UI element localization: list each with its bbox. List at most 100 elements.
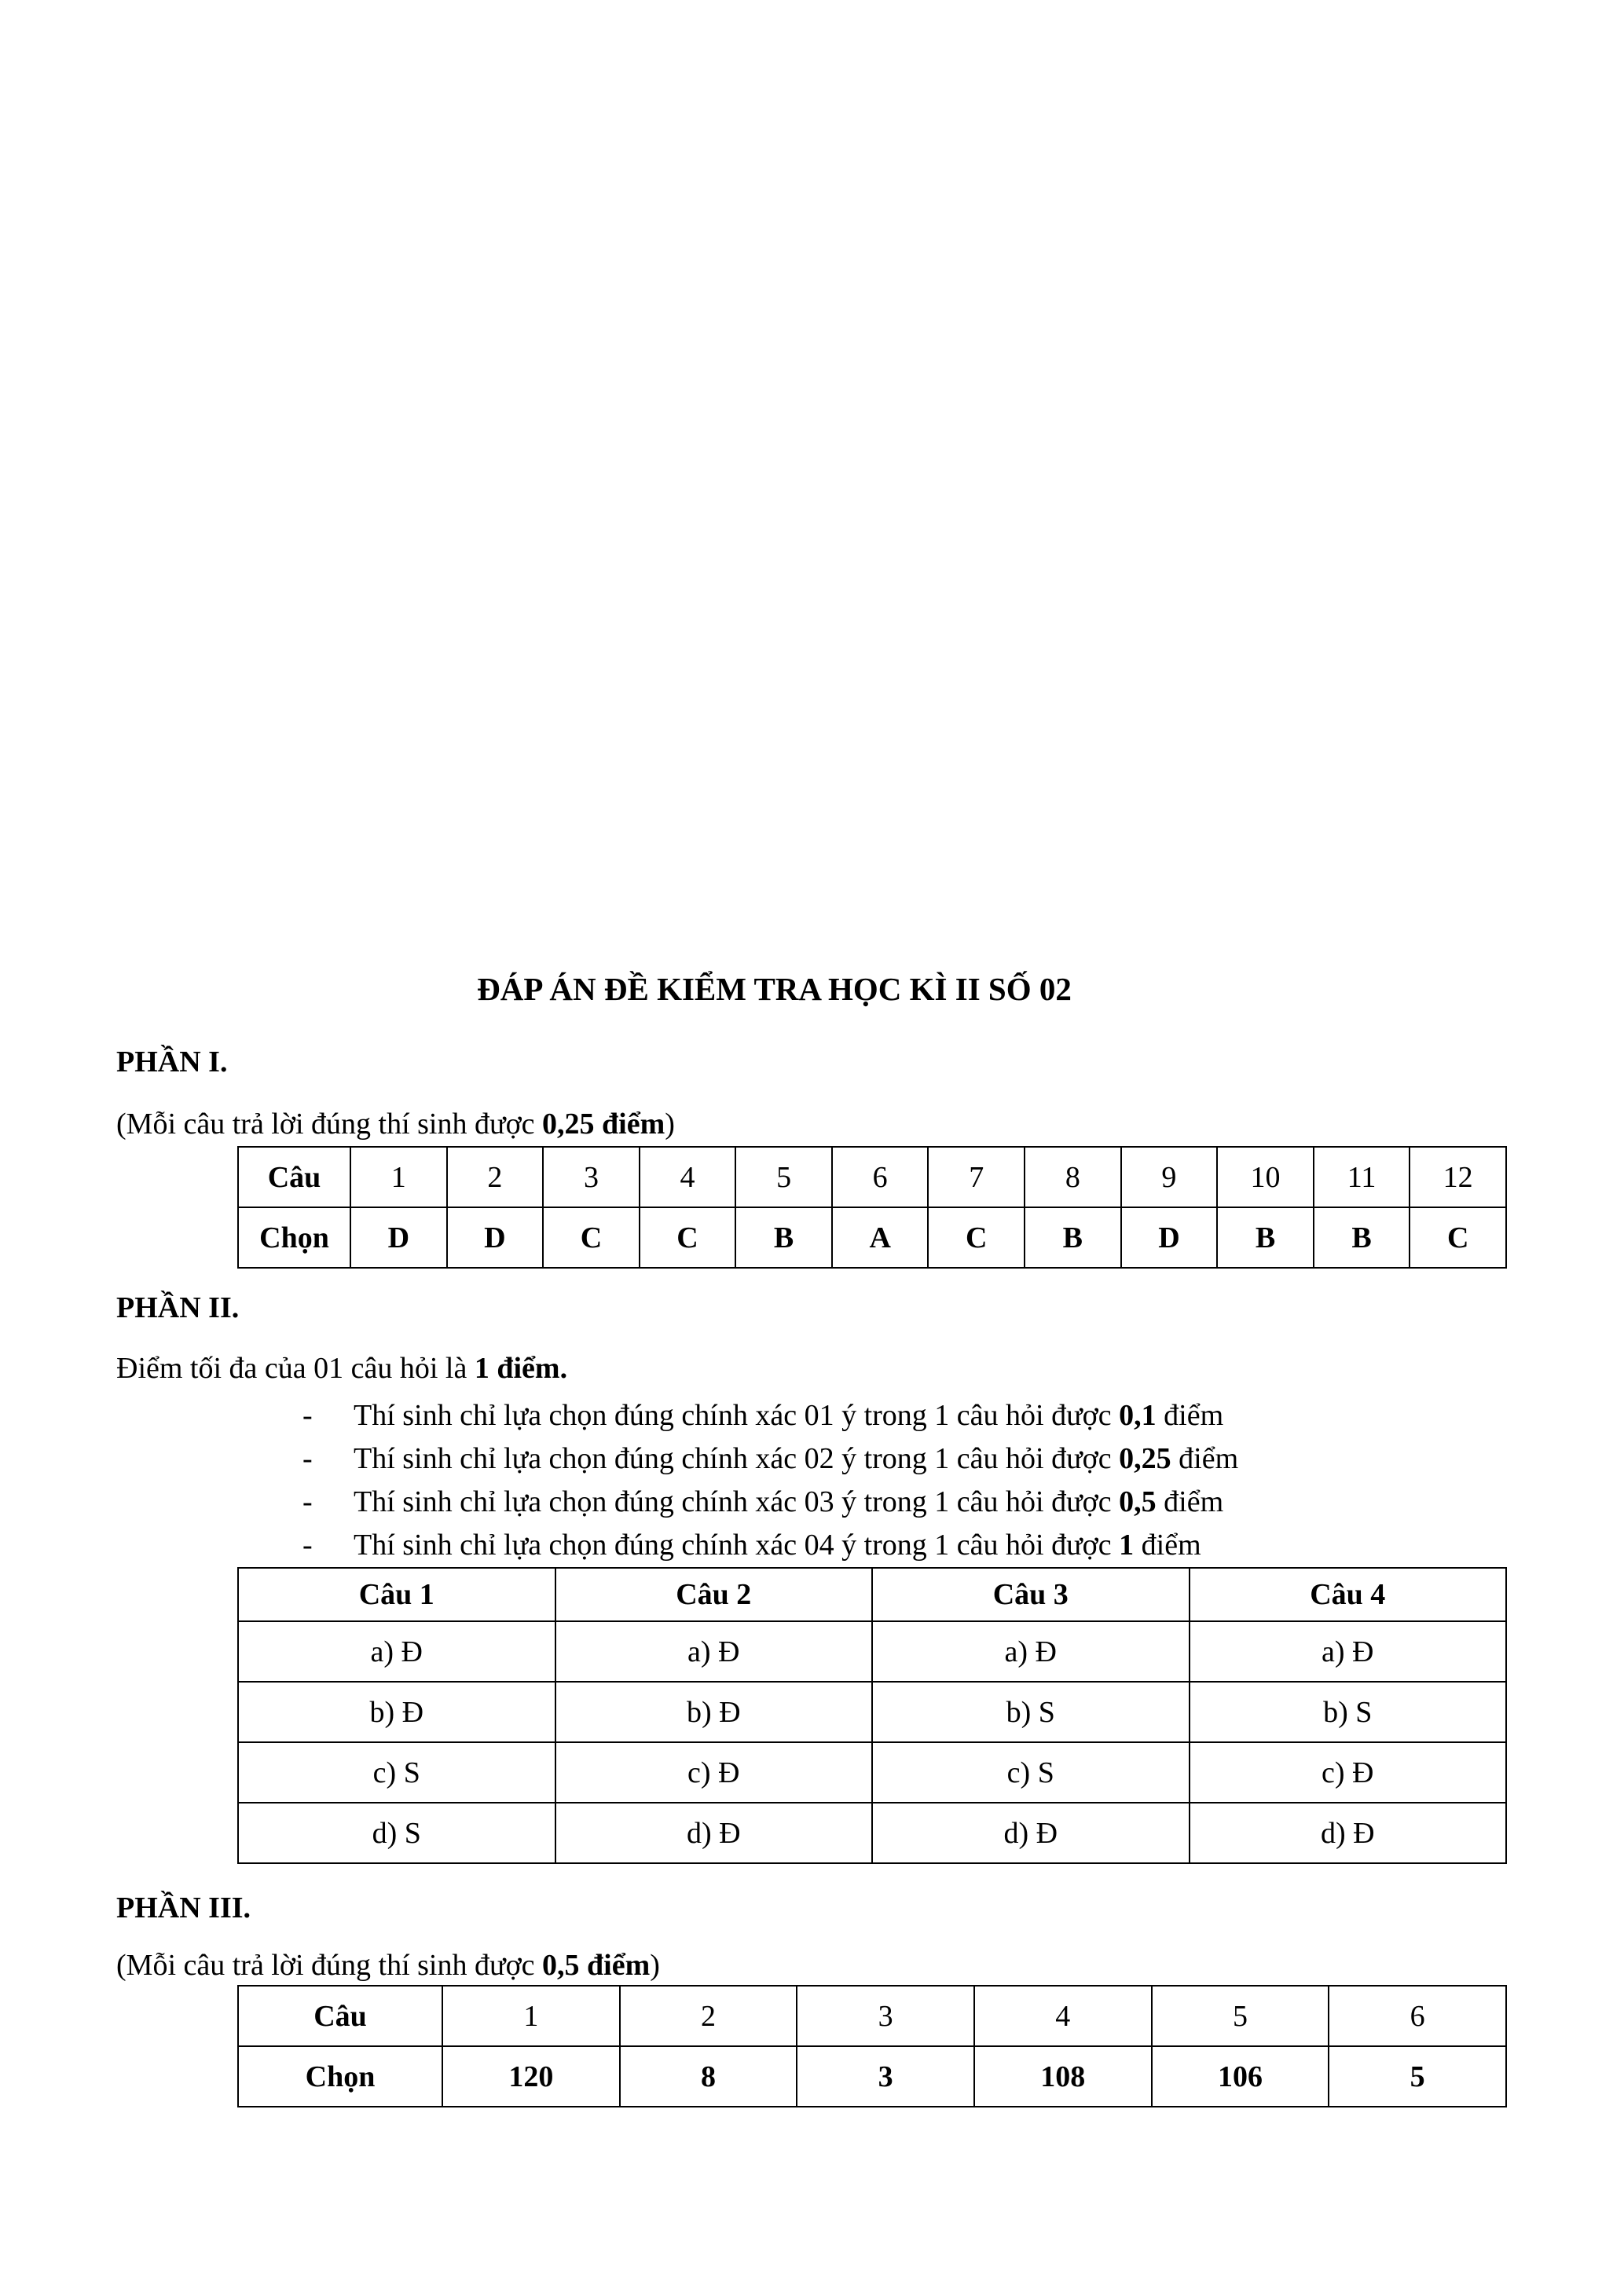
tf-answer: b) Đ (554, 1681, 873, 1743)
question-number: 10 (1216, 1146, 1314, 1208)
question-number: 12 (1409, 1146, 1507, 1208)
column-header: Câu 1 (237, 1567, 556, 1622)
question-number: 5 (1150, 1985, 1330, 2047)
bullet-text: Thí sinh chỉ lựa chọn đúng chính xác 02 … (354, 1437, 1238, 1481)
bullet-text-suffix: điểm (1156, 1399, 1224, 1432)
tf-answer: d) S (237, 1802, 556, 1864)
answer-value: 5 (1328, 2045, 1507, 2107)
answer-value: C (638, 1207, 737, 1269)
row-label: Câu (237, 1985, 443, 2047)
tf-answer: a) Đ (871, 1620, 1190, 1683)
tf-answer: b) S (1188, 1681, 1507, 1743)
question-number: 4 (973, 1985, 1153, 2047)
part2-true-false-table: Câu 1 Câu 2 Câu 3 Câu 4 a) Đ a) Đ a) Đ a… (237, 1567, 1507, 1864)
tf-answer: c) S (237, 1741, 556, 1803)
bullet-text-suffix: điểm (1134, 1529, 1201, 1562)
table-row: Chọn 120 8 3 108 106 5 (237, 2045, 1507, 2107)
row-label: Chọn (237, 1207, 351, 1269)
answer-value: 106 (1150, 2045, 1330, 2107)
list-item: - Thí sinh chỉ lựa chọn đúng chính xác 0… (116, 1437, 1507, 1481)
tf-answer: a) Đ (1188, 1620, 1507, 1683)
bullet-text-suffix: điểm (1156, 1485, 1224, 1518)
row-label: Chọn (237, 2045, 443, 2107)
list-item: - Thí sinh chỉ lựa chọn đúng chính xác 0… (116, 1394, 1507, 1437)
tf-answer: c) S (871, 1741, 1190, 1803)
row-label: Câu (237, 1146, 351, 1208)
note-text: (Mỗi câu trả lời đúng thí sinh được (116, 1108, 543, 1141)
question-number: 1 (442, 1985, 621, 2047)
answer-value: B (735, 1207, 833, 1269)
bullet-text-suffix: điểm (1171, 1442, 1239, 1475)
answer-value: C (927, 1207, 1026, 1269)
bullet-text: Thí sinh chỉ lựa chọn đúng chính xác 03 … (354, 1481, 1223, 1524)
column-header: Câu 3 (871, 1567, 1190, 1622)
question-number: 7 (927, 1146, 1026, 1208)
answer-value: 108 (973, 2045, 1153, 2107)
tf-answer: a) Đ (554, 1620, 873, 1683)
answer-value: D (1120, 1207, 1219, 1269)
tf-answer: d) Đ (1188, 1802, 1507, 1864)
answer-value: A (830, 1207, 929, 1269)
section-2-intro: Điểm tối đa của 01 câu hỏi là 1 điểm. (116, 1349, 1507, 1388)
document-content: ĐÁP ÁN ĐỀ KIỂM TRA HỌC KÌ II SỐ 02 PHẦN … (0, 968, 1624, 2107)
tf-answer: b) S (871, 1681, 1190, 1743)
answer-value: C (542, 1207, 640, 1269)
bullet-bold-value: 1 (1119, 1529, 1135, 1562)
question-number: 3 (796, 1985, 975, 2047)
table-row: d) S d) Đ d) Đ d) Đ (237, 1802, 1507, 1864)
top-whitespace (0, 0, 1624, 968)
table-row: Chọn D D C C B A C B D B B C (237, 1207, 1507, 1269)
tf-answer: c) Đ (554, 1741, 873, 1803)
bullet-bold-value: 0,25 (1119, 1442, 1171, 1475)
column-header: Câu 2 (554, 1567, 873, 1622)
question-number: 4 (638, 1146, 737, 1208)
intro-bold-value: 1 điểm. (474, 1352, 568, 1385)
table-header-row: Câu 1 Câu 2 Câu 3 Câu 4 (237, 1567, 1507, 1622)
question-number: 8 (1024, 1146, 1122, 1208)
table-row: Câu 1 2 3 4 5 6 7 8 9 10 11 12 (237, 1146, 1507, 1208)
tf-answer: d) Đ (871, 1802, 1190, 1864)
bullet-dash: - (302, 1529, 313, 1562)
table-row: c) S c) Đ c) S c) Đ (237, 1741, 1507, 1803)
bullet-dash: - (302, 1485, 313, 1518)
section-2-heading: PHẦN II. (116, 1291, 240, 1324)
question-number: 6 (1328, 1985, 1507, 2047)
question-number: 9 (1120, 1146, 1219, 1208)
tf-answer: c) Đ (1188, 1741, 1507, 1803)
bullet-text-prefix: Thí sinh chỉ lựa chọn đúng chính xác 04 … (354, 1529, 1120, 1562)
answer-value: B (1216, 1207, 1314, 1269)
part1-answer-table: Câu 1 2 3 4 5 6 7 8 9 10 11 12 Chọn D (237, 1146, 1507, 1269)
question-number: 5 (735, 1146, 833, 1208)
note-text: (Mỗi câu trả lời đúng thí sinh được (116, 1949, 543, 1982)
tf-answer: d) Đ (554, 1802, 873, 1864)
intro-text: Điểm tối đa của 01 câu hỏi là (116, 1352, 475, 1385)
table-row: Câu 1 2 3 4 5 6 (237, 1985, 1507, 2047)
answer-value: B (1312, 1207, 1411, 1269)
question-number: 11 (1312, 1146, 1411, 1208)
note-text: ) (665, 1108, 675, 1141)
bullet-text-prefix: Thí sinh chỉ lựa chọn đúng chính xác 01 … (354, 1399, 1120, 1432)
question-number: 2 (445, 1146, 544, 1208)
answer-value: 3 (796, 2045, 975, 2107)
bullet-text-prefix: Thí sinh chỉ lựa chọn đúng chính xác 03 … (354, 1485, 1120, 1518)
question-number: 3 (542, 1146, 640, 1208)
bullet-dash: - (302, 1399, 313, 1432)
column-header: Câu 4 (1188, 1567, 1507, 1622)
tf-answer: b) Đ (237, 1681, 556, 1743)
section-1-heading: PHẦN I. (116, 1045, 228, 1078)
bullet-dash: - (302, 1442, 313, 1475)
part3-answer-table: Câu 1 2 3 4 5 6 Chọn 120 8 3 108 106 5 (237, 1985, 1507, 2107)
scoring-rules-list: - Thí sinh chỉ lựa chọn đúng chính xác 0… (116, 1394, 1507, 1567)
question-number: 2 (618, 1985, 798, 2047)
bullet-text-prefix: Thí sinh chỉ lựa chọn đúng chính xác 02 … (354, 1442, 1120, 1475)
bullet-bold-value: 0,1 (1119, 1399, 1157, 1432)
bullet-text: Thí sinh chỉ lựa chọn đúng chính xác 04 … (354, 1524, 1201, 1567)
table-row: a) Đ a) Đ a) Đ a) Đ (237, 1620, 1507, 1683)
bullet-bold-value: 0,5 (1119, 1485, 1157, 1518)
table-row: b) Đ b) Đ b) S b) S (237, 1681, 1507, 1743)
answer-value: 120 (442, 2045, 621, 2107)
question-number: 1 (350, 1146, 448, 1208)
answer-value: B (1024, 1207, 1122, 1269)
page-title: ĐÁP ÁN ĐỀ KIỂM TRA HỌC KÌ II SỐ 02 (477, 971, 1072, 1007)
